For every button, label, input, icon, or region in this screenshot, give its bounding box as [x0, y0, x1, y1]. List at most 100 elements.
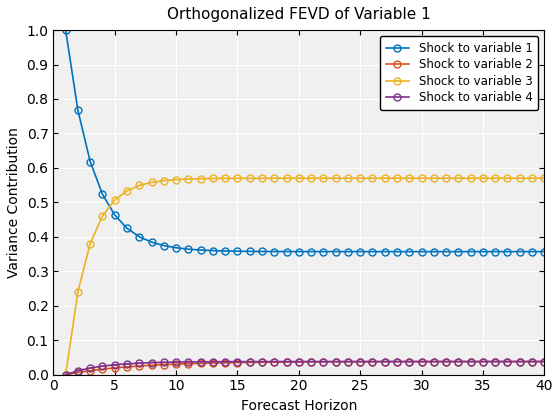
Shock to variable 3	[541, 176, 548, 181]
Shock to variable 1	[283, 249, 290, 254]
Shock to variable 4	[541, 359, 548, 364]
Shock to variable 3	[332, 176, 339, 181]
Shock to variable 3	[296, 176, 302, 181]
Shock to variable 3	[406, 176, 413, 181]
Shock to variable 4	[381, 359, 388, 364]
Shock to variable 3	[308, 176, 315, 181]
Shock to variable 4	[222, 359, 228, 364]
Shock to variable 1	[124, 226, 130, 231]
Shock to variable 4	[406, 359, 413, 364]
Shock to variable 4	[529, 359, 535, 364]
Shock to variable 4	[369, 359, 376, 364]
Shock to variable 1	[394, 249, 400, 254]
Shock to variable 2	[161, 362, 167, 367]
Shock to variable 4	[504, 359, 511, 364]
X-axis label: Forecast Horizon: Forecast Horizon	[241, 399, 357, 413]
Shock to variable 4	[246, 359, 253, 364]
Shock to variable 1	[197, 247, 204, 252]
Shock to variable 1	[74, 108, 81, 113]
Shock to variable 3	[124, 188, 130, 193]
Shock to variable 2	[87, 368, 94, 373]
Shock to variable 2	[344, 359, 351, 364]
Shock to variable 1	[443, 249, 450, 254]
Shock to variable 3	[504, 176, 511, 181]
Shock to variable 4	[296, 359, 302, 364]
Shock to variable 4	[87, 365, 94, 370]
Shock to variable 4	[124, 361, 130, 366]
Shock to variable 1	[161, 243, 167, 248]
Shock to variable 4	[74, 368, 81, 373]
Shock to variable 1	[332, 249, 339, 254]
Shock to variable 1	[504, 249, 511, 254]
Shock to variable 3	[479, 176, 486, 181]
Shock to variable 3	[148, 180, 155, 185]
Shock to variable 4	[283, 359, 290, 364]
Shock to variable 1	[111, 213, 118, 218]
Shock to variable 2	[308, 360, 315, 365]
Shock to variable 1	[431, 249, 437, 254]
Line: Shock to variable 4: Shock to variable 4	[62, 358, 548, 378]
Shock to variable 3	[394, 176, 400, 181]
Shock to variable 2	[431, 359, 437, 364]
Shock to variable 3	[431, 176, 437, 181]
Shock to variable 3	[234, 176, 241, 181]
Shock to variable 2	[296, 360, 302, 365]
Shock to variable 1	[320, 249, 326, 254]
Shock to variable 1	[455, 249, 462, 254]
Shock to variable 2	[74, 370, 81, 375]
Shock to variable 4	[62, 372, 69, 377]
Shock to variable 2	[516, 359, 523, 364]
Shock to variable 2	[271, 360, 278, 365]
Title: Orthogonalized FEVD of Variable 1: Orthogonalized FEVD of Variable 1	[167, 7, 431, 22]
Shock to variable 3	[381, 176, 388, 181]
Shock to variable 4	[271, 359, 278, 364]
Shock to variable 4	[320, 359, 326, 364]
Shock to variable 2	[148, 363, 155, 368]
Shock to variable 4	[431, 359, 437, 364]
Y-axis label: Variance Contribution: Variance Contribution	[7, 127, 21, 278]
Shock to variable 2	[283, 360, 290, 365]
Shock to variable 3	[246, 176, 253, 181]
Shock to variable 3	[172, 177, 179, 182]
Shock to variable 2	[111, 365, 118, 370]
Shock to variable 2	[479, 359, 486, 364]
Shock to variable 1	[185, 247, 192, 252]
Shock to variable 1	[467, 249, 474, 254]
Shock to variable 4	[455, 359, 462, 364]
Shock to variable 4	[172, 360, 179, 365]
Shock to variable 1	[479, 249, 486, 254]
Shock to variable 1	[222, 249, 228, 254]
Shock to variable 2	[172, 362, 179, 367]
Shock to variable 4	[443, 359, 450, 364]
Shock to variable 3	[455, 176, 462, 181]
Shock to variable 3	[74, 289, 81, 294]
Shock to variable 3	[492, 176, 498, 181]
Shock to variable 1	[308, 249, 315, 254]
Shock to variable 4	[185, 360, 192, 365]
Shock to variable 1	[418, 249, 425, 254]
Line: Shock to variable 3: Shock to variable 3	[62, 175, 548, 378]
Legend: Shock to variable 1, Shock to variable 2, Shock to variable 3, Shock to variable: Shock to variable 1, Shock to variable 2…	[380, 36, 538, 110]
Shock to variable 2	[332, 359, 339, 364]
Shock to variable 2	[246, 360, 253, 365]
Shock to variable 4	[418, 359, 425, 364]
Shock to variable 2	[234, 360, 241, 365]
Shock to variable 3	[271, 176, 278, 181]
Shock to variable 2	[197, 361, 204, 366]
Shock to variable 4	[111, 362, 118, 368]
Shock to variable 3	[320, 176, 326, 181]
Shock to variable 3	[62, 372, 69, 377]
Shock to variable 2	[259, 360, 265, 365]
Shock to variable 3	[111, 197, 118, 202]
Shock to variable 1	[516, 249, 523, 254]
Shock to variable 2	[492, 359, 498, 364]
Shock to variable 3	[516, 176, 523, 181]
Shock to variable 4	[148, 360, 155, 365]
Shock to variable 4	[136, 361, 143, 366]
Line: Shock to variable 2: Shock to variable 2	[62, 358, 548, 378]
Shock to variable 3	[222, 176, 228, 181]
Shock to variable 3	[259, 176, 265, 181]
Shock to variable 1	[381, 249, 388, 254]
Shock to variable 1	[296, 249, 302, 254]
Shock to variable 2	[529, 359, 535, 364]
